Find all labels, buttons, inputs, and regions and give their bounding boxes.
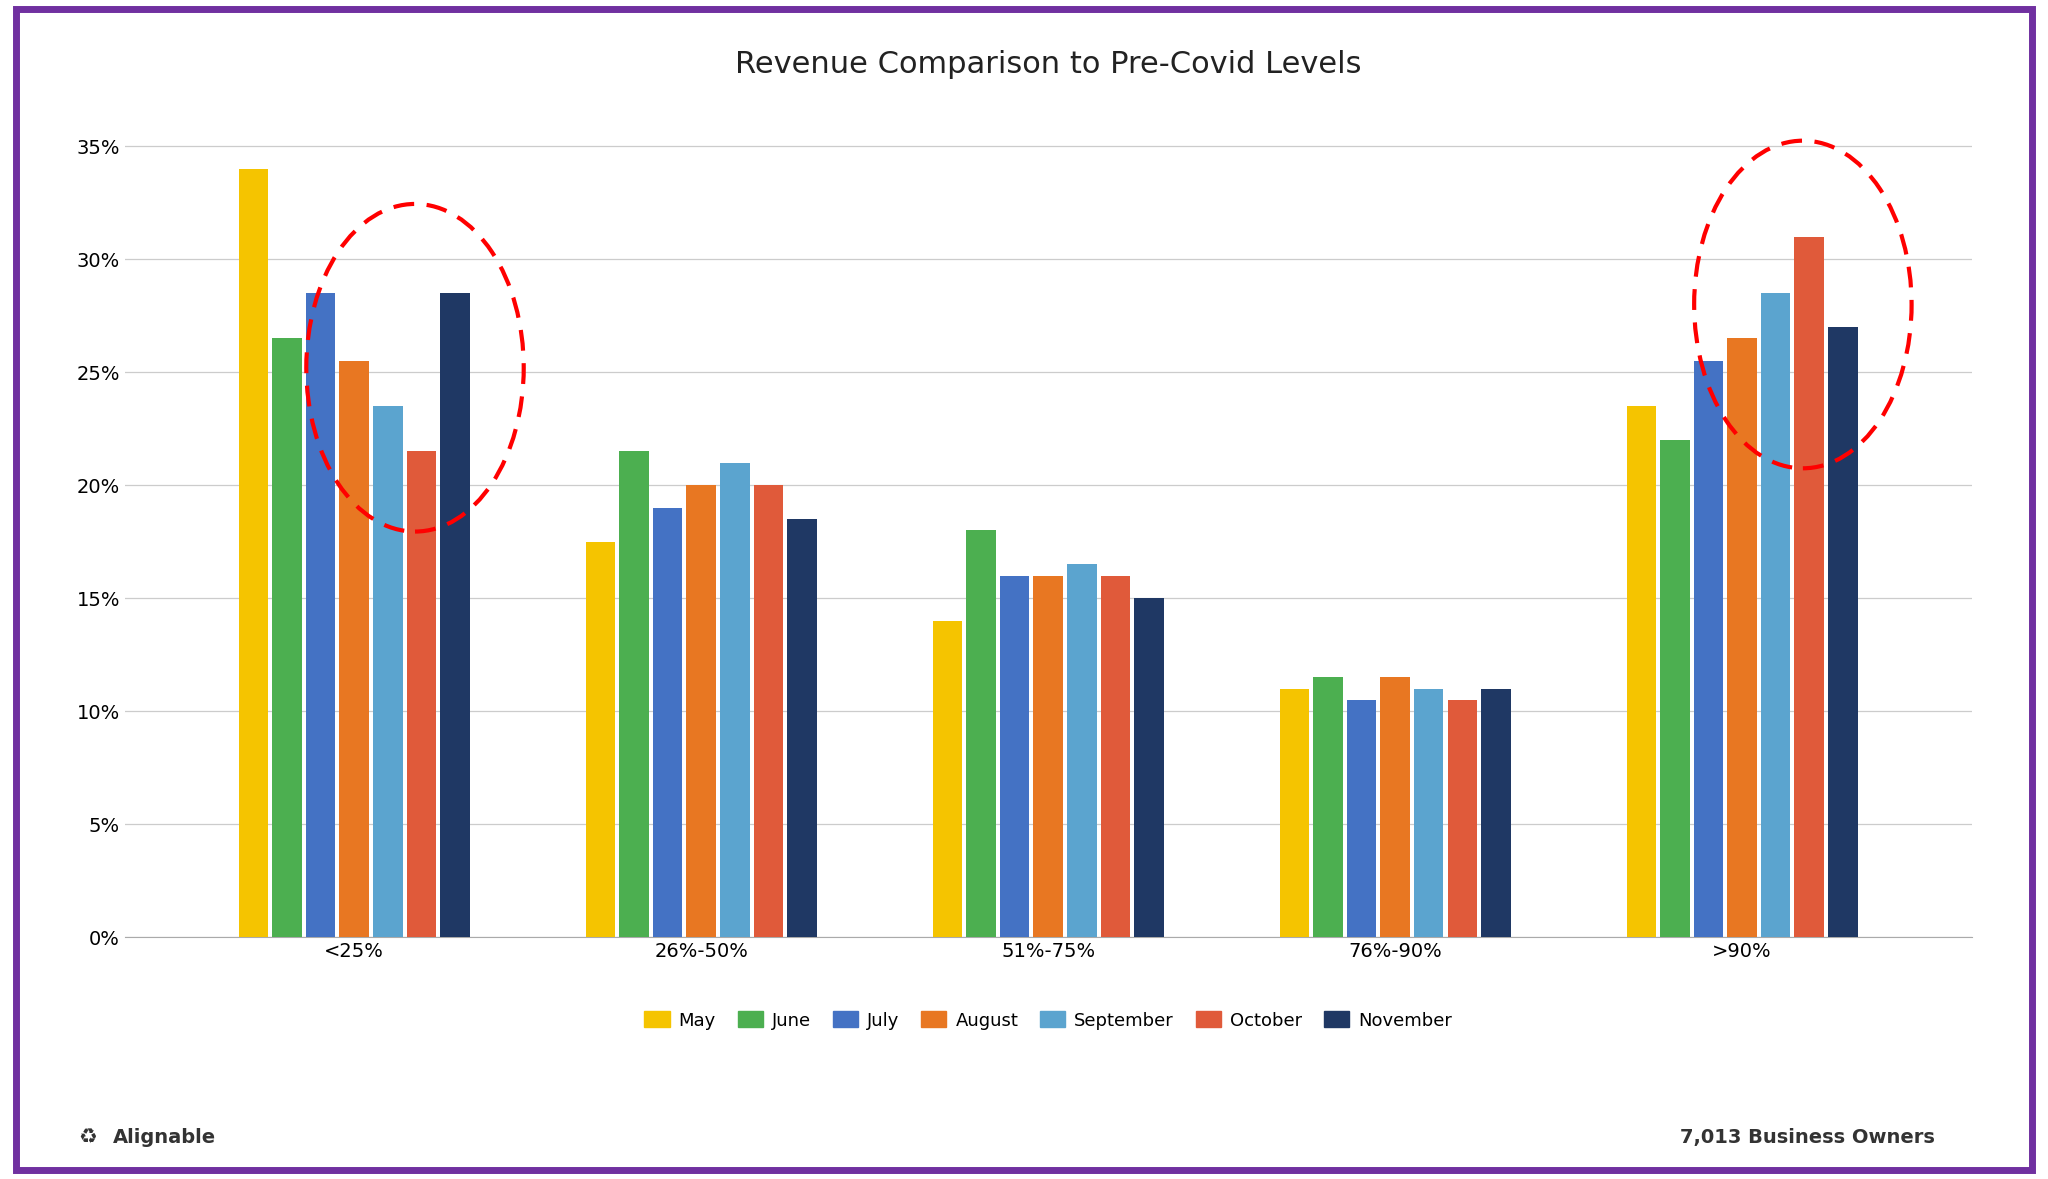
Bar bbox=[1726, 338, 1757, 937]
Bar bbox=[786, 519, 817, 937]
Bar bbox=[686, 486, 717, 937]
Bar bbox=[721, 462, 750, 937]
Bar bbox=[1626, 406, 1657, 937]
Bar bbox=[408, 452, 436, 937]
Bar bbox=[999, 575, 1030, 937]
Bar bbox=[1034, 575, 1063, 937]
Bar bbox=[1067, 565, 1096, 937]
Bar bbox=[1135, 598, 1163, 937]
Bar bbox=[1100, 575, 1130, 937]
Bar bbox=[1694, 361, 1722, 937]
Title: Revenue Comparison to Pre-Covid Levels: Revenue Comparison to Pre-Covid Levels bbox=[735, 51, 1362, 79]
Bar bbox=[1761, 294, 1790, 937]
Bar bbox=[1448, 700, 1477, 937]
Bar bbox=[440, 294, 469, 937]
Bar bbox=[373, 406, 403, 937]
Bar bbox=[754, 486, 782, 937]
Bar bbox=[1829, 327, 1858, 937]
Bar bbox=[272, 338, 301, 937]
Text: ♻: ♻ bbox=[78, 1127, 96, 1146]
Text: 7,013 Business Owners: 7,013 Business Owners bbox=[1681, 1128, 1935, 1147]
Bar bbox=[1380, 677, 1409, 937]
Legend: May, June, July, August, September, October, November: May, June, July, August, September, Octo… bbox=[637, 1005, 1458, 1036]
Bar bbox=[340, 361, 369, 937]
Bar bbox=[1794, 237, 1825, 937]
Bar bbox=[1348, 700, 1376, 937]
Bar bbox=[1481, 689, 1511, 937]
Bar bbox=[240, 169, 268, 937]
Bar bbox=[618, 452, 649, 937]
Bar bbox=[1313, 677, 1343, 937]
Bar bbox=[932, 621, 963, 937]
Bar bbox=[586, 541, 614, 937]
Bar bbox=[1661, 440, 1690, 937]
Bar bbox=[1280, 689, 1309, 937]
Text: Alignable: Alignable bbox=[113, 1128, 215, 1147]
Bar bbox=[967, 531, 995, 937]
Bar bbox=[305, 294, 336, 937]
Bar bbox=[653, 508, 682, 937]
Bar bbox=[1413, 689, 1444, 937]
